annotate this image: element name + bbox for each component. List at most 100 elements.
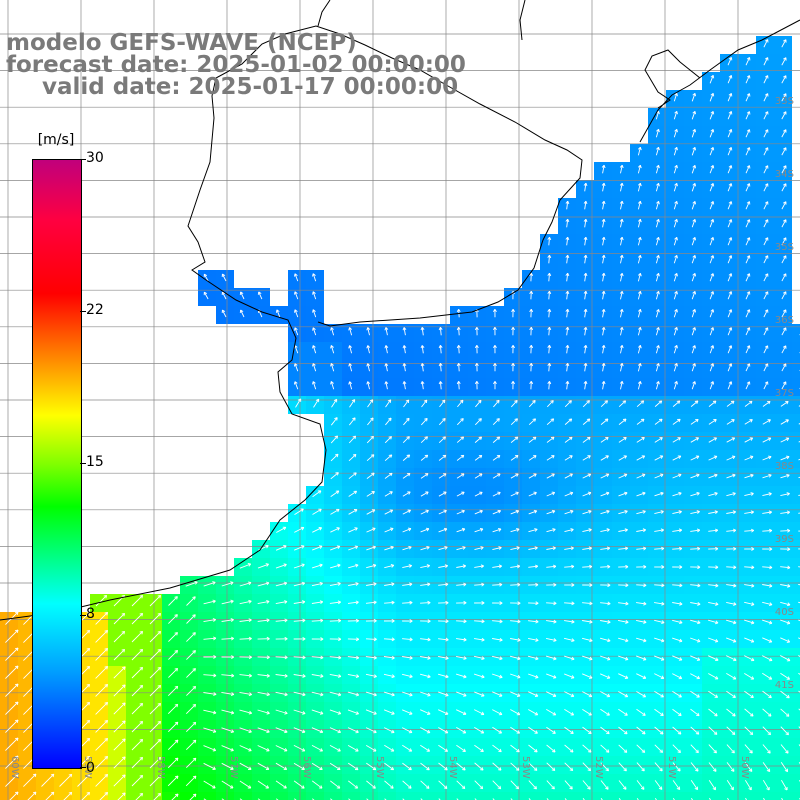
wind-arrow (672, 619, 683, 624)
wind-arrow (618, 762, 627, 772)
wind-arrow (655, 183, 660, 192)
wind-arrow (5, 719, 19, 733)
wind-arrow (420, 509, 429, 515)
wind-arrow (599, 637, 611, 642)
wind-speed-cell (0, 792, 18, 800)
wind-arrow-head (374, 674, 377, 677)
wind-arrow-head (511, 381, 514, 385)
wind-arrow-head (535, 601, 539, 604)
wind-arrow (131, 631, 143, 643)
wind-arrow-head (601, 290, 605, 294)
wind-arrow-head (674, 309, 678, 312)
wind-arrow (600, 437, 609, 443)
wind-arrow (5, 629, 19, 643)
wind-arrow-head (694, 291, 697, 295)
wind-arrow-head (552, 546, 556, 549)
wind-speed-cell (108, 792, 126, 800)
wind-arrow-head (481, 693, 485, 697)
wind-arrow-head (728, 147, 732, 150)
wind-arrow (727, 363, 732, 372)
wind-arrow-head (122, 756, 126, 759)
wind-arrow (781, 779, 788, 791)
wind-arrow (745, 381, 750, 390)
wind-arrow-head (764, 111, 768, 114)
wind-arrow-head (463, 785, 466, 789)
wind-arrow (709, 129, 714, 138)
wind-arrow (763, 309, 769, 318)
wind-arrow-head (589, 656, 593, 660)
wind-arrow (673, 111, 678, 120)
wind-arrow-head (374, 766, 377, 770)
wind-arrow-head (284, 785, 287, 789)
wind-arrow (239, 745, 252, 752)
wind-arrow-head (588, 528, 592, 530)
wind-arrow-head (384, 363, 387, 367)
wind-arrow (420, 780, 430, 789)
wind-arrow (492, 436, 500, 443)
wind-arrow (294, 291, 299, 300)
wind-arrow (780, 708, 790, 717)
wind-arrow (510, 620, 521, 623)
wind-arrow-head (640, 400, 644, 402)
wind-arrow-head (692, 92, 696, 96)
wind-arrow-head (139, 666, 143, 669)
wind-arrow-head (249, 766, 252, 770)
wind-arrow-head (334, 453, 339, 456)
wind-arrow (77, 774, 90, 787)
wind-arrow-head (734, 676, 737, 680)
wind-arrow (385, 417, 392, 426)
wind-arrow (762, 708, 772, 717)
wind-arrow (95, 684, 108, 697)
wind-arrow-head (356, 655, 360, 659)
wind-arrow (780, 456, 790, 461)
wind-arrow (690, 708, 700, 717)
wind-arrow-head (499, 619, 503, 622)
wind-arrow-head (498, 528, 502, 532)
wind-arrow-head (354, 545, 358, 547)
wind-arrow-head (589, 638, 593, 642)
wind-arrow (691, 129, 696, 138)
wind-arrow-head (122, 738, 126, 741)
wind-arrow (618, 655, 629, 661)
wind-arrow (294, 527, 305, 533)
wind-arrow-head (674, 146, 678, 150)
wind-arrow-head (402, 363, 405, 367)
wind-arrow-head (692, 345, 696, 348)
wind-arrow-head (463, 600, 467, 604)
wind-arrow (276, 526, 287, 533)
wind-arrow (636, 780, 645, 790)
wind-arrow (528, 709, 538, 716)
wind-speed-field (0, 36, 800, 800)
wind-arrow (636, 602, 647, 605)
wind-arrow (708, 673, 719, 680)
wind-arrow-head (752, 657, 755, 661)
wind-arrow-head (86, 701, 90, 704)
wind-arrow (763, 111, 769, 120)
wind-arrow-head (589, 675, 593, 679)
wind-arrow-head (373, 600, 377, 603)
wind-arrow (347, 673, 359, 678)
wind-arrow (203, 637, 216, 640)
wind-arrow (384, 727, 395, 733)
wind-arrow (763, 57, 769, 66)
wind-arrow (564, 762, 574, 771)
wind-arrow-head (463, 711, 467, 715)
wind-arrow (566, 381, 569, 390)
wind-arrow (781, 219, 787, 228)
wind-arrow (365, 727, 377, 733)
wind-arrow-head (352, 435, 356, 438)
wind-arrow-head (516, 564, 520, 567)
wind-arrow (149, 631, 161, 643)
wind-arrow-head (192, 775, 197, 778)
wind-arrow (420, 744, 430, 752)
wind-arrow (726, 673, 737, 680)
wind-arrow (546, 602, 557, 604)
wind-speed-cell (792, 648, 800, 666)
wind-arrow-head (692, 291, 696, 294)
wind-arrow-head (565, 290, 569, 294)
wind-arrow (566, 345, 569, 354)
wind-arrow-head (786, 455, 790, 458)
wind-arrow (527, 655, 539, 660)
wind-arrow (636, 547, 646, 550)
wind-arrow (311, 601, 323, 604)
